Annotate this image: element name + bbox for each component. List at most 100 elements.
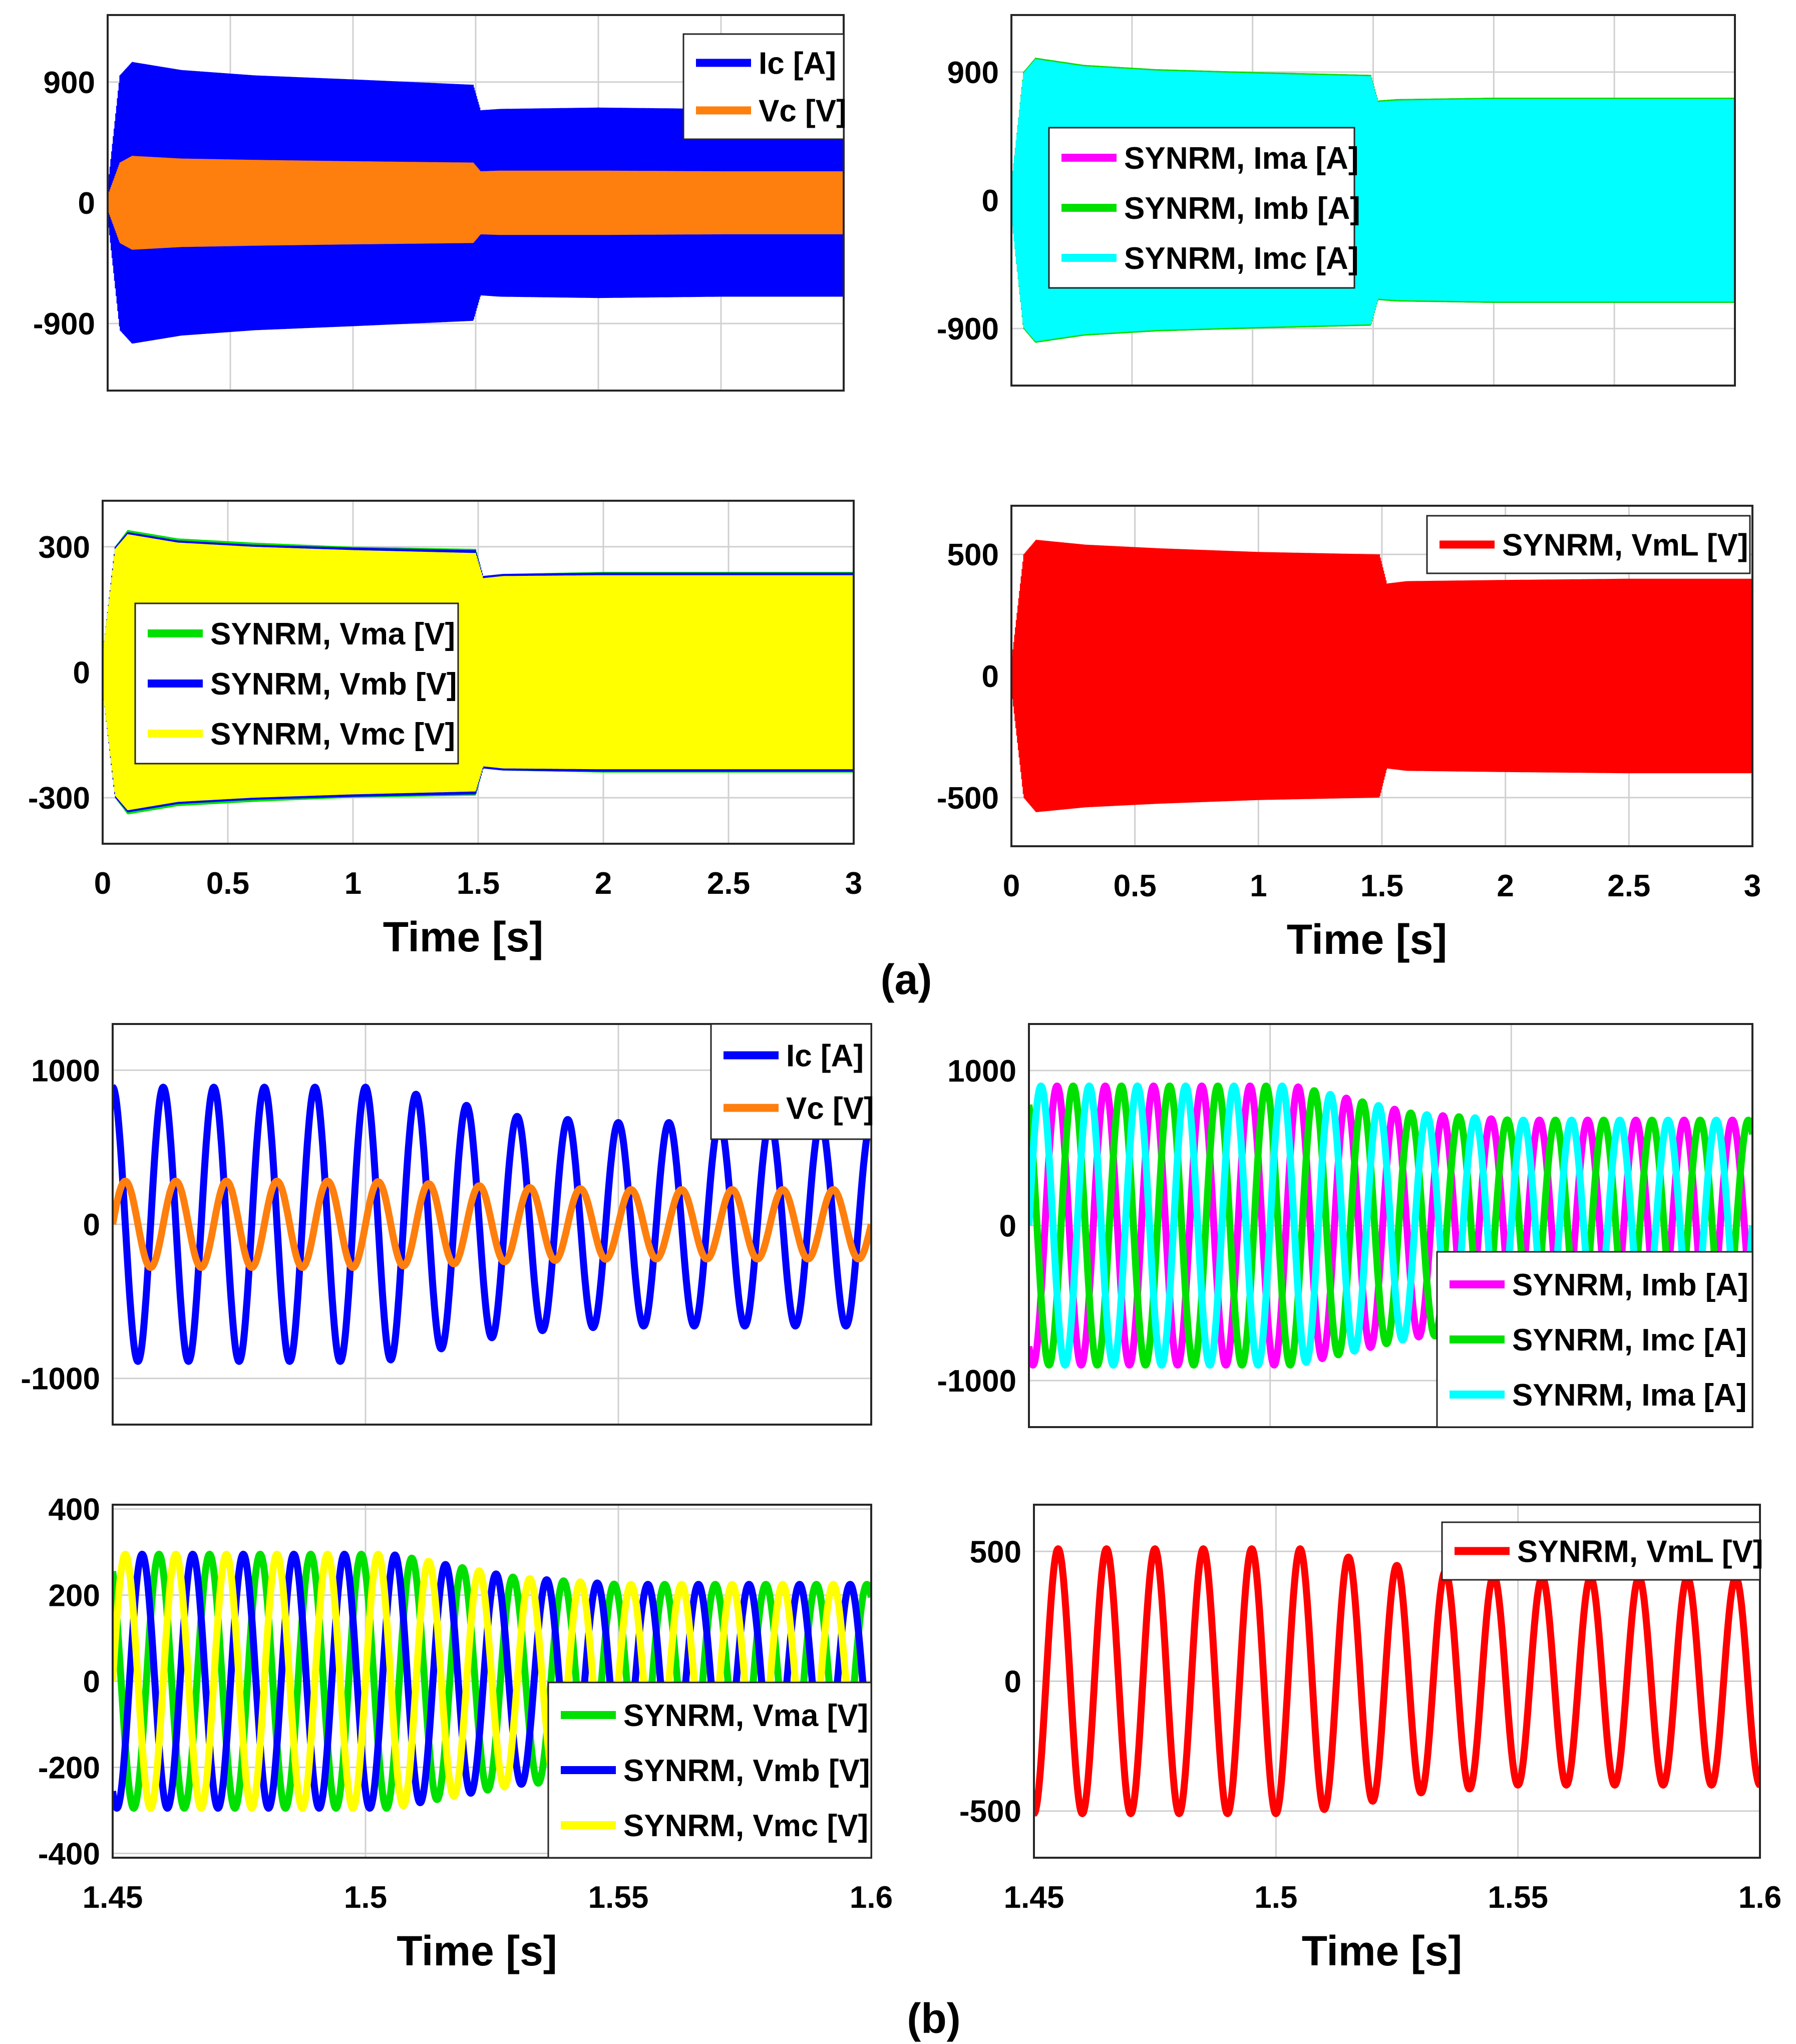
y-tick-label: 0 bbox=[78, 186, 95, 221]
series-vc-v- bbox=[108, 156, 844, 250]
chart-panel-5: -1000 0 1000 Ic [A] Vc [V] bbox=[21, 1023, 874, 1426]
legend-label: Vc [V] bbox=[786, 1092, 874, 1126]
x-tick-label: 2.5 bbox=[1607, 869, 1650, 903]
y-tick-label: -500 bbox=[937, 781, 999, 816]
x-tick-label: 2.5 bbox=[707, 866, 750, 901]
caption-b: (b) bbox=[907, 1995, 960, 2042]
legend-label: SYNRM, VmL [V] bbox=[1517, 1535, 1763, 1569]
y-tick-label: 0 bbox=[982, 659, 999, 694]
series-synrm-imc-a- bbox=[1011, 59, 1735, 342]
y-tick-label: 0 bbox=[982, 184, 999, 218]
x-tick-label: 3 bbox=[845, 866, 862, 901]
x-axis-label: Time [s] bbox=[1287, 916, 1448, 963]
x-tick-label: 1.5 bbox=[1254, 1880, 1297, 1915]
series-synrm-ima-a- bbox=[1029, 1082, 1752, 1369]
x-tick-label: 1.5 bbox=[457, 866, 500, 901]
legend: SYNRM, Imb [A] SYNRM, Imc [A] SYNRM, Ima [… bbox=[1436, 1251, 1753, 1428]
chart-panel-7: -400 -200 0 200 400 1.45 1.5 1.55 1.6 Time [s] SYN… bbox=[38, 1493, 893, 1974]
x-tick-label: 1.55 bbox=[588, 1880, 649, 1915]
series-synrm-imb-a- bbox=[1011, 58, 1735, 343]
caption-a: (a) bbox=[881, 956, 932, 1003]
y-tick-label: -200 bbox=[38, 1751, 100, 1785]
y-tick-label: 500 bbox=[947, 538, 999, 572]
y-tick-label: 0 bbox=[999, 1209, 1016, 1244]
legend: SYNRM, Vma [V] SYNRM, Vmb [V] SYNRM, Vmc [… bbox=[547, 1681, 872, 1859]
y-tick-label: 0 bbox=[83, 1208, 100, 1242]
y-tick-label: -900 bbox=[937, 312, 999, 347]
y-tick-label: 0 bbox=[73, 656, 90, 691]
chart-panel-1: -900 0 900 Ic [A] Vc [V] bbox=[33, 14, 847, 392]
series-synrm-vmc-v- bbox=[103, 534, 854, 811]
series-synrm-vmb-v- bbox=[103, 532, 854, 813]
y-tick-label: -1000 bbox=[937, 1364, 1016, 1399]
legend-box bbox=[682, 33, 845, 140]
x-tick-label: 1 bbox=[1250, 869, 1267, 903]
series-synrm-vmc-v- bbox=[113, 1550, 871, 1812]
x-tick-label: 1.45 bbox=[1004, 1880, 1064, 1915]
legend: SYNRM, VmL [V] bbox=[1441, 1521, 1763, 1581]
y-tick-label: 300 bbox=[39, 530, 90, 565]
y-tick-label: -1000 bbox=[21, 1362, 100, 1397]
x-tick-label: 0 bbox=[1003, 869, 1020, 903]
series-synrm-vmb-v- bbox=[113, 1550, 871, 1812]
legend-box bbox=[710, 1023, 872, 1140]
series-synrm-vma-v- bbox=[103, 530, 854, 815]
legend-label: SYNRM, Imc [A] bbox=[1512, 1323, 1746, 1357]
axes-frame bbox=[1010, 505, 1753, 847]
legend-label: SYNRM, Vma [V] bbox=[623, 1698, 868, 1733]
series-ic-a- bbox=[113, 1084, 871, 1365]
legend-label: SYNRM, Ima [A] bbox=[1124, 141, 1358, 176]
x-axis-label: Time [s] bbox=[1302, 1927, 1463, 1974]
legend-label: SYNRM, Imb [A] bbox=[1512, 1268, 1748, 1302]
legend-label: SYNRM, Ima [A] bbox=[1512, 1378, 1746, 1413]
y-tick-label: -900 bbox=[33, 307, 95, 342]
legend-label: Ic [A] bbox=[759, 47, 836, 81]
legend-label: Vc [V] bbox=[759, 94, 847, 129]
y-tick-label: -500 bbox=[959, 1795, 1021, 1829]
legend-label: Ic [A] bbox=[786, 1039, 864, 1074]
series-vc-v- bbox=[113, 1177, 871, 1271]
x-axis-label: Time [s] bbox=[383, 913, 544, 960]
axes-frame bbox=[102, 500, 855, 845]
x-tick-label: 1.5 bbox=[344, 1880, 387, 1915]
y-tick-label: 1000 bbox=[947, 1054, 1016, 1089]
legend-label: SYNRM, Vmc [V] bbox=[623, 1809, 868, 1843]
legend: Ic [A] Vc [V] bbox=[682, 33, 847, 140]
series-synrm-imb-a- bbox=[1029, 1082, 1752, 1369]
legend: Ic [A] Vc [V] bbox=[710, 1023, 874, 1140]
legend-label: SYNRM, Imc [A] bbox=[1124, 241, 1358, 276]
axes-frame bbox=[112, 1023, 872, 1426]
legend: SYNRM, VmL [V] bbox=[1426, 515, 1751, 574]
axes-frame bbox=[1033, 1504, 1761, 1859]
y-tick-label: 900 bbox=[947, 56, 999, 90]
x-tick-label: 1.5 bbox=[1360, 869, 1403, 903]
series-synrm-vml-v- bbox=[1011, 539, 1752, 812]
axes-frame bbox=[1010, 14, 1736, 387]
legend-label: SYNRM, Vmb [V] bbox=[210, 667, 457, 702]
legend-label: SYNRM, Imb [A] bbox=[1124, 191, 1360, 226]
legend-label: SYNRM, Vmb [V] bbox=[623, 1754, 870, 1788]
y-tick-label: 500 bbox=[970, 1535, 1021, 1569]
x-tick-label: 1.45 bbox=[83, 1880, 143, 1915]
legend: SYNRM, Ima [A] SYNRM, Imb [A] SYNRM, Imc [… bbox=[1048, 127, 1360, 289]
x-tick-label: 0.5 bbox=[206, 866, 249, 901]
x-tick-label: 0.5 bbox=[1114, 869, 1157, 903]
chart-panel-3: -300 0 300 0 0.5 1 1.5 2 2.5 3 Time [s] SYNRM, Vma … bbox=[28, 500, 862, 960]
x-tick-label: 1.6 bbox=[1738, 1880, 1781, 1915]
legend: SYNRM, Vma [V] SYNRM, Vmb [V] SYNRM, Vmc [… bbox=[134, 602, 459, 765]
y-tick-label: 900 bbox=[44, 66, 95, 100]
y-tick-label: 0 bbox=[1004, 1665, 1021, 1699]
legend-label: SYNRM, VmL [V] bbox=[1502, 528, 1748, 563]
y-tick-label: 200 bbox=[49, 1579, 100, 1613]
y-tick-label: 400 bbox=[49, 1493, 100, 1527]
y-tick-label: 1000 bbox=[31, 1054, 100, 1088]
chart-panel-8: -500 0 500 1.45 1.5 1.55 1.6 Time [s] SYNRM, VmL… bbox=[959, 1504, 1781, 1974]
x-tick-label: 0 bbox=[94, 866, 111, 901]
y-tick-label: 0 bbox=[83, 1665, 100, 1699]
chart-panel-4: -500 0 500 0 0.5 1 1.5 2 2.5 3 Time [s] SYNRM, VmL … bbox=[937, 505, 1761, 963]
x-tick-label: 2 bbox=[595, 866, 612, 901]
x-axis-label: Time [s] bbox=[397, 1927, 557, 1974]
